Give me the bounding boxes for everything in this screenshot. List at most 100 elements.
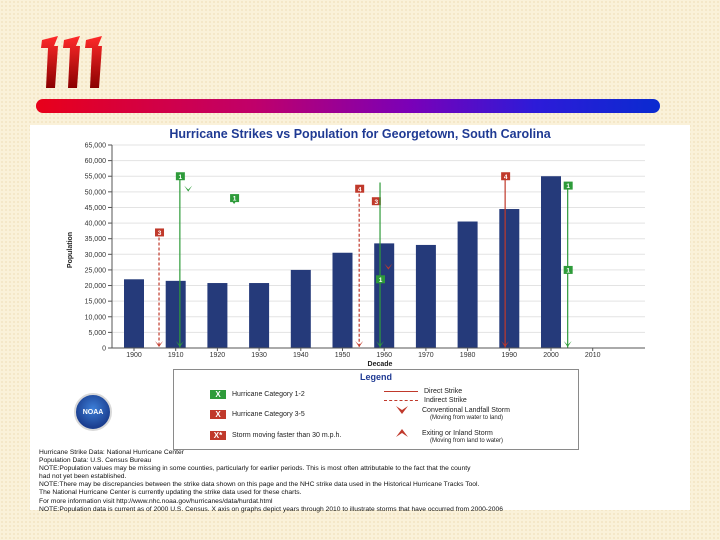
strike-badge-label: 1: [379, 277, 383, 284]
strike-badge-label: 3: [158, 230, 162, 237]
legend-cat35-swatch: X: [210, 410, 226, 419]
x-tick-label: 1940: [293, 352, 309, 359]
legend-landfall-sub-text: (Moving from water to land): [430, 415, 504, 421]
x-tick-label: 1990: [502, 352, 518, 359]
y-tick-label: 10,000: [85, 314, 107, 321]
noaa-logo-text: NOAA: [82, 408, 104, 416]
note-line: For more information visit http://www.nh…: [39, 497, 273, 505]
legend-landfall-label: Conventional Landfall Storm: [422, 406, 510, 414]
strike-badge: [175, 172, 185, 181]
noaa-logo-icon: NOAA: [74, 393, 112, 431]
y-tick-label: 60,000: [85, 158, 107, 165]
legend-title: Legend: [359, 372, 392, 382]
note-line: NOTE:Population data is current as of 20…: [39, 505, 503, 513]
y-tick-label: 40,000: [85, 221, 107, 228]
arrow-down-icon: [563, 341, 572, 347]
strike-badge-label: 1: [566, 268, 570, 275]
legend-fast-swatch: X*: [210, 431, 226, 440]
bar-1960: [374, 243, 395, 348]
bar-1940: [290, 269, 311, 348]
strike-badge: [376, 275, 386, 284]
x-tick-label: 2000: [543, 352, 559, 359]
legend-indirect: Indirect Strike: [384, 397, 467, 404]
bar-1900: [124, 279, 144, 348]
legend-direct: Direct Strike: [384, 388, 462, 395]
arrow-up-icon: [396, 429, 408, 437]
note-line: Population Data: U.S. Census Bureau: [39, 457, 152, 465]
legend-exiting: Exiting or Inland Storm: [396, 429, 493, 437]
bar-1950: [332, 252, 353, 348]
y-tick-label: 20,000: [85, 283, 107, 290]
y-tick-label: 30,000: [85, 252, 107, 259]
x-tick-label: 2010: [585, 352, 601, 359]
strike-badge-label: 3: [375, 199, 379, 206]
legend-cat35: X Hurricane Category 3-5: [210, 410, 305, 419]
arrow-down-icon: [396, 406, 408, 414]
arrow-down-icon: [184, 185, 193, 192]
legend-fast: X* Storm moving faster than 30 m.p.h.: [210, 431, 341, 440]
chart-title: Hurricane Strikes vs Population for Geor…: [169, 127, 551, 141]
bar-1930: [249, 283, 270, 348]
y-tick-label: 35,000: [85, 236, 107, 243]
strike-badge-label: 1: [566, 183, 570, 190]
y-tick-label: 45,000: [85, 205, 107, 212]
x-tick-label: 1930: [251, 352, 267, 359]
bar-1990: [499, 209, 520, 348]
strike-badge-label: 1: [179, 174, 183, 181]
strike-badge-label: 4: [504, 174, 508, 181]
y-tick-label: 15,000: [85, 299, 107, 306]
x-axis-label: Decade: [368, 361, 393, 368]
slide-logo-icon: [41, 36, 102, 88]
note-line: Hurricane Strike Data: National Hurrican…: [39, 449, 184, 456]
legend-direct-label: Direct Strike: [424, 388, 463, 395]
x-tick-label: 1980: [460, 352, 476, 359]
arrow-down-icon: [384, 263, 393, 270]
strike-badge-label: 4: [358, 186, 362, 193]
strike-badge: [563, 181, 573, 190]
strike-badge: [355, 184, 365, 193]
x-tick-label: 1910: [168, 352, 184, 359]
bar-chart: 3 1 1 4 3 1 4 1 1 0 5,000 10,000 15,000 20,000 25,000…: [67, 143, 645, 368]
bar-1920: [207, 283, 228, 348]
legend-cat12-label: Hurricane Category 1-2: [232, 391, 305, 398]
bar-1980: [457, 221, 478, 348]
strike-badge-label: 1: [233, 196, 237, 203]
legend-landfall-sub: (Moving from water to land): [430, 415, 503, 421]
bar-1970: [415, 244, 436, 348]
y-tick-label: 65,000: [85, 143, 107, 150]
x-tick-label: 1960: [376, 352, 392, 359]
legend-indirect-line: [384, 400, 418, 401]
y-tick-label: 50,000: [85, 189, 107, 196]
arrow-down-icon: [355, 341, 364, 347]
arrow-down-icon: [376, 341, 385, 347]
arrow-down-icon: [230, 198, 239, 205]
strike-badge: [371, 197, 381, 206]
legend-cat12-swatch: X: [210, 390, 226, 399]
legend-cat12: X Hurricane Category 1-2: [210, 390, 305, 399]
legend: Legend X Hurricane Category 1-2 X Hurric…: [173, 369, 579, 450]
note-line: had not yet been established.: [39, 473, 127, 481]
legend-landfall: Conventional Landfall Storm: [396, 406, 510, 414]
strike-badge: [230, 194, 240, 203]
legend-exiting-sub: (Moving from land to water): [430, 438, 503, 444]
strike-badge: [155, 228, 165, 237]
y-axis-label: Population: [67, 232, 74, 268]
arrow-down-icon: [501, 341, 510, 347]
arrow-down-icon: [175, 341, 184, 347]
y-tick-label: 5,000: [88, 330, 106, 337]
note-line: NOTE:Population values may be missing in…: [39, 465, 471, 473]
legend-cat35-label: Hurricane Category 3-5: [232, 411, 305, 418]
source-notes: Hurricane Strike Data: National Hurrican…: [39, 449, 684, 514]
x-tick-label: 1970: [418, 352, 434, 359]
x-tick-label: 1950: [335, 352, 351, 359]
legend-exiting-sub-text: (Moving from land to water): [430, 438, 504, 444]
arrow-down-icon: [155, 341, 164, 347]
y-tick-label: 55,000: [85, 174, 107, 181]
strike-badge: [563, 265, 573, 274]
y-tick-label: 0: [102, 346, 106, 353]
bar-2000: [541, 176, 561, 348]
title-bar: [36, 99, 660, 113]
note-line: The National Hurricane Center is current…: [39, 489, 302, 497]
x-tick-label: 1920: [210, 352, 226, 359]
x-tick-label: 1900: [126, 352, 142, 359]
